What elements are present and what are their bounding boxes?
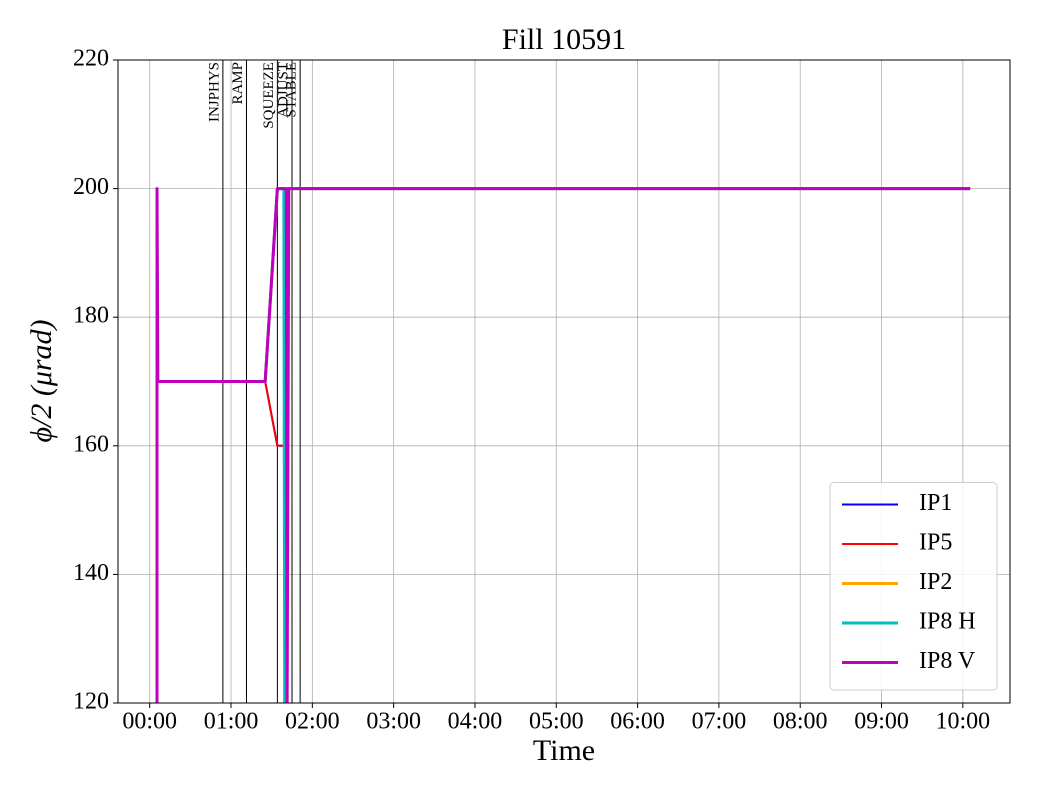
phase-label: STABLE bbox=[284, 62, 300, 117]
legend-label: IP8 H bbox=[919, 609, 976, 635]
x-axis-label: Time bbox=[533, 734, 595, 767]
x-tick-label: 09:00 bbox=[854, 709, 909, 735]
x-tick-label: 02:00 bbox=[285, 709, 340, 735]
x-tick-label: 03:00 bbox=[366, 709, 421, 735]
x-tick-label: 06:00 bbox=[610, 709, 665, 735]
plot-frame bbox=[117, 59, 1011, 704]
y-tick-label: 160 bbox=[73, 431, 109, 457]
grid bbox=[118, 59, 1010, 704]
series-line bbox=[155, 187, 971, 703]
x-tick-label: 07:00 bbox=[692, 709, 747, 735]
x-tick-label: 08:00 bbox=[773, 709, 828, 735]
y-axis-label: ϕ/2 (μrad) bbox=[25, 319, 58, 442]
chart-title: Fill 10591 bbox=[502, 23, 626, 56]
y-tick-label: 220 bbox=[73, 46, 109, 72]
y-tick-label: 180 bbox=[73, 303, 109, 329]
x-tick-label: 10:00 bbox=[936, 709, 991, 735]
x-tick-label: 00:00 bbox=[122, 709, 177, 735]
y-tick-label: 200 bbox=[73, 174, 109, 200]
legend-label: IP1 bbox=[919, 490, 952, 516]
y-tick-label: 140 bbox=[73, 560, 109, 586]
legend-label: IP2 bbox=[919, 569, 952, 595]
y-tick-label: 120 bbox=[73, 689, 109, 715]
legend-label: IP8 V bbox=[919, 648, 976, 674]
legend-box bbox=[829, 482, 998, 691]
phase-label: INJPHYS bbox=[206, 62, 222, 122]
legend-label: IP5 bbox=[919, 530, 952, 556]
phase-label: SQUEEZE bbox=[261, 62, 277, 129]
phase-label: ADJUST bbox=[275, 62, 291, 118]
x-tick-label: 04:00 bbox=[448, 709, 503, 735]
lines bbox=[155, 187, 971, 703]
x-tick-label: 05:00 bbox=[529, 709, 584, 735]
phase-label: RAMP bbox=[230, 62, 246, 105]
axes: 120 140 160 180 200 220 00:00 01:00 02:00 03:00 04… bbox=[73, 46, 1011, 735]
legend: IP1 IP5 IP2 IP8 H IP8 V bbox=[829, 482, 998, 691]
x-tick-label: 01:00 bbox=[204, 709, 259, 735]
